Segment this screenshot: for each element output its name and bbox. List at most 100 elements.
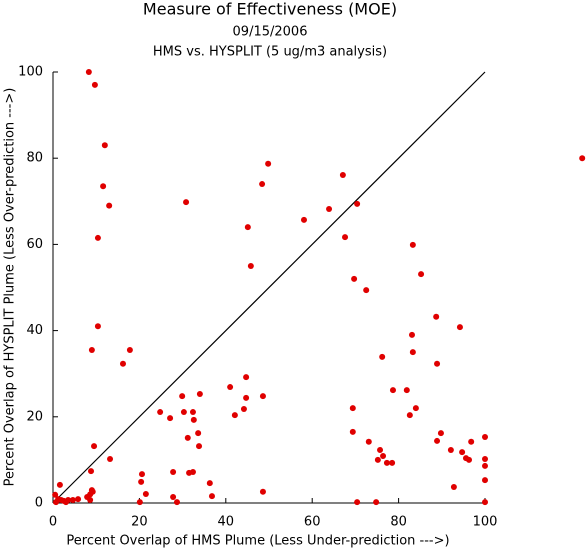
point <box>326 206 333 213</box>
x-tick-label: 80 <box>390 515 407 530</box>
point <box>227 384 234 391</box>
x-tick-label: 20 <box>131 515 148 530</box>
point <box>300 216 307 223</box>
point <box>91 443 98 450</box>
point <box>119 360 126 367</box>
point <box>482 456 488 463</box>
y-axis-label: Percent Overlap of HYSPLIT Plume (Less O… <box>3 88 18 487</box>
point <box>69 496 76 503</box>
point <box>170 468 177 475</box>
point <box>406 412 413 419</box>
point <box>409 349 416 356</box>
point <box>240 406 247 413</box>
point <box>75 496 82 503</box>
x-tick-label: 100 <box>473 515 498 530</box>
point <box>189 468 196 475</box>
point <box>374 456 381 463</box>
chart-title: Measure of Effectiveness (MOE) <box>143 0 397 19</box>
chart-subtitle: HMS vs. HYSPLIT (5 ug/m3 analysis) <box>153 45 387 60</box>
point <box>91 81 98 88</box>
point <box>450 484 457 491</box>
point <box>138 471 145 478</box>
point <box>170 493 177 500</box>
point <box>184 434 191 441</box>
point <box>89 488 96 495</box>
point <box>363 287 370 294</box>
point <box>183 199 190 206</box>
point <box>373 499 380 506</box>
point <box>433 313 440 320</box>
point <box>195 430 202 437</box>
point <box>136 499 143 506</box>
y-tick-label: 60 <box>26 237 43 252</box>
point <box>265 160 272 167</box>
point <box>189 409 196 416</box>
point <box>243 374 250 381</box>
point <box>377 446 384 453</box>
point <box>87 496 94 503</box>
chart-subtitle: 09/15/2006 <box>233 25 308 40</box>
point <box>206 480 213 487</box>
point <box>365 438 372 445</box>
point <box>247 262 254 269</box>
point <box>354 499 361 506</box>
point <box>412 405 419 412</box>
point <box>244 224 251 231</box>
point <box>53 499 60 506</box>
point <box>379 353 386 360</box>
point <box>259 393 266 400</box>
point <box>190 416 197 423</box>
point <box>85 69 92 75</box>
point <box>339 172 346 179</box>
point <box>351 275 358 282</box>
point <box>100 183 107 190</box>
point <box>408 331 415 338</box>
y-tick-label: 0 <box>35 496 43 511</box>
point <box>56 481 63 488</box>
point <box>482 477 488 484</box>
x-tick-label: 60 <box>304 515 321 530</box>
point <box>94 234 101 241</box>
point <box>107 456 114 463</box>
point <box>482 499 488 506</box>
point <box>354 200 361 207</box>
point <box>389 387 396 394</box>
point <box>126 346 133 353</box>
point <box>208 493 215 500</box>
x-axis-label: Percent Overlap of HMS Plume (Less Under… <box>66 534 449 549</box>
point <box>468 438 475 445</box>
point <box>157 409 164 416</box>
point <box>349 428 356 435</box>
y-tick-label: 40 <box>26 323 43 338</box>
point <box>349 405 356 412</box>
point <box>579 155 586 162</box>
point <box>459 449 466 456</box>
point <box>62 499 69 506</box>
point <box>196 390 203 397</box>
point <box>482 434 488 441</box>
point <box>243 394 250 401</box>
point <box>88 346 95 353</box>
y-tick-label: 20 <box>26 409 43 424</box>
point <box>383 459 390 466</box>
point <box>88 468 95 475</box>
point <box>466 456 473 463</box>
point <box>418 271 425 278</box>
point <box>231 412 238 419</box>
y-tick-label: 100 <box>18 65 43 80</box>
point <box>142 490 149 497</box>
point <box>173 499 180 506</box>
point <box>437 430 444 437</box>
x-tick-label: 0 <box>49 515 57 530</box>
point <box>447 446 454 453</box>
point <box>101 142 108 149</box>
point <box>342 234 349 241</box>
point <box>456 324 463 331</box>
point <box>380 453 387 460</box>
point <box>259 181 266 188</box>
point <box>259 488 266 495</box>
point <box>180 409 187 416</box>
point <box>434 437 441 444</box>
y-tick-label: 80 <box>26 151 43 166</box>
